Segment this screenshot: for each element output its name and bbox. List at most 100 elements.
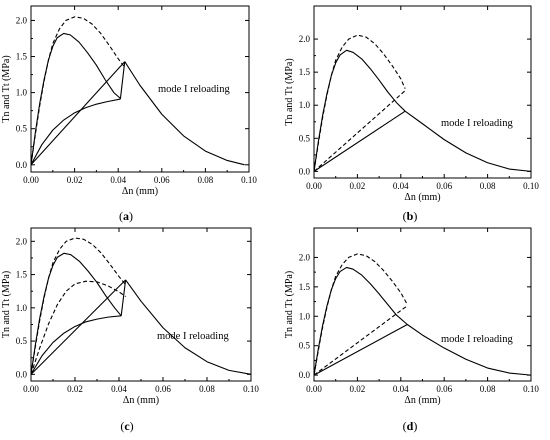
x-tick-label: 0.10: [523, 181, 539, 191]
x-axis-title: Δn (mm): [404, 192, 440, 203]
solid-curve: [30, 315, 122, 375]
series-group: [313, 253, 532, 376]
y-tick-label: 1.0: [16, 303, 28, 313]
solid-curve: [313, 266, 408, 376]
series-group: [313, 34, 532, 172]
caption-paren-open: (: [403, 209, 407, 223]
y-axis-title: Tn and Tt (MPa): [284, 58, 295, 125]
dashed-curve: [313, 305, 408, 376]
annotation-mode-i-reloading: mode I reloading: [158, 84, 230, 95]
solid-curve: [313, 324, 408, 376]
dashed-curve: [30, 237, 127, 375]
x-tick-label: 0.04: [393, 384, 409, 394]
x-tick-label: 0.02: [350, 181, 366, 191]
solid-curve: [406, 324, 532, 376]
panel-caption: (c): [120, 419, 133, 433]
dashed-curve: [30, 280, 126, 375]
y-tick-label: 0.5: [16, 336, 28, 346]
y-tick-label: 2.0: [299, 252, 311, 262]
caption-paren-close: ): [413, 209, 417, 223]
x-tick-label: 0.08: [480, 181, 496, 191]
caption-paren-close: ): [413, 419, 417, 433]
solid-curve: [30, 61, 126, 166]
annotation-mode-i-reloading: mode I reloading: [441, 118, 513, 129]
panel-b: 0.00 0.02 0.04 0.06 0.08 0.10 0.0 0.5 1.0 1.5 2.0 Δ…: [284, 5, 539, 223]
y-tick-label: 0.0: [299, 370, 311, 380]
caption-letter: d: [407, 419, 414, 433]
solid-curve: [125, 279, 252, 375]
panel-c: 0.00 0.02 0.04 0.06 0.08 0.10 0.0 0.5 1.0 1.5 2.0 Δ…: [1, 227, 259, 433]
y-axis-title: Tn and Tt (MPa): [1, 55, 12, 122]
x-tick-label: 0.04: [110, 175, 126, 185]
x-tick-label: 0.06: [154, 175, 170, 185]
x-tick-label: 0.06: [436, 181, 452, 191]
y-tick-label: 1.5: [16, 52, 28, 62]
series-group: [30, 237, 252, 375]
solid-curve: [124, 61, 245, 166]
caption-letter: b: [407, 209, 414, 223]
annotation-mode-i-reloading: mode I reloading: [157, 331, 229, 342]
y-tick-label: 2.0: [16, 236, 28, 246]
panel-d: 0.00 0.02 0.04 0.06 0.08 0.10 0.0 0.5 1.0 1.5 2.0 Δ…: [284, 227, 539, 433]
panel-caption: (b): [403, 209, 418, 223]
plot-frame: [30, 227, 252, 382]
y-tick-label: 1.0: [299, 100, 311, 110]
x-tick-label: 0.06: [436, 384, 452, 394]
solid-curve: [120, 279, 127, 316]
y-tick-label: 0.5: [299, 341, 311, 351]
x-tick-label: 0.10: [523, 384, 539, 394]
x-axis-title: Δn (mm): [122, 186, 158, 197]
x-axis-title: Δn (mm): [404, 395, 440, 406]
y-tick-label: 2.0: [299, 34, 311, 44]
dashed-curve: [313, 90, 406, 172]
y-axis-title: Tn and Tt (MPa): [284, 271, 295, 338]
x-tick-label: 0.08: [480, 384, 496, 394]
caption-paren-open: (: [119, 209, 123, 223]
x-tick-label: 0.02: [350, 384, 366, 394]
dashed-curve: [313, 34, 406, 172]
caption-letter: a: [123, 209, 129, 223]
x-tick-label: 0.00: [23, 175, 39, 185]
y-tick-label: 1.0: [16, 88, 28, 98]
solid-curve: [313, 110, 406, 172]
x-tick-label: 0.08: [199, 384, 215, 394]
x-tick-label: 0.06: [155, 384, 171, 394]
x-tick-label: 0.10: [241, 175, 257, 185]
dashed-curve: [30, 16, 126, 165]
y-tick-label: 2.0: [16, 15, 28, 25]
panel-a: 0.00 0.02 0.04 0.06 0.08 0.10 0.0 0.5 1.0 1.5 2.0 Δ…: [1, 5, 257, 223]
annotation-mode-i-reloading: mode I reloading: [441, 334, 513, 345]
solid-curve: [30, 252, 122, 375]
x-axis-title: Δn (mm): [123, 395, 159, 406]
solid-curve: [30, 279, 126, 375]
panel-caption: (d): [403, 419, 418, 433]
y-tick-label: 0.0: [16, 160, 28, 170]
x-tick-label: 0.02: [67, 384, 83, 394]
y-tick-label: 0.0: [299, 166, 311, 176]
caption-paren-close: ): [130, 419, 134, 433]
x-tick-label: 0.10: [243, 384, 259, 394]
caption-letter: c: [124, 419, 130, 433]
x-tick-label: 0.02: [67, 175, 83, 185]
y-tick-label: 1.5: [299, 67, 311, 77]
y-tick-label: 1.5: [299, 282, 311, 292]
x-tick-label: 0.04: [393, 181, 409, 191]
dashed-curve: [313, 253, 408, 376]
series-group: [30, 16, 245, 166]
caption-paren-open: (: [403, 419, 407, 433]
caption-paren-open: (: [120, 419, 124, 433]
y-tick-label: 0.5: [16, 124, 28, 134]
y-tick-label: 0.0: [16, 369, 28, 379]
x-tick-label: 0.00: [306, 384, 322, 394]
x-tick-label: 0.08: [198, 175, 214, 185]
y-tick-label: 1.5: [16, 270, 28, 280]
solid-curve: [404, 110, 532, 172]
y-tick-label: 0.5: [299, 133, 311, 143]
panel-caption: (a): [119, 209, 133, 223]
y-tick-label: 1.0: [299, 311, 311, 321]
solid-curve: [30, 32, 121, 165]
solid-curve: [30, 98, 121, 166]
x-tick-label: 0.04: [111, 384, 127, 394]
y-axis-title: Tn and Tt (MPa): [1, 271, 12, 338]
